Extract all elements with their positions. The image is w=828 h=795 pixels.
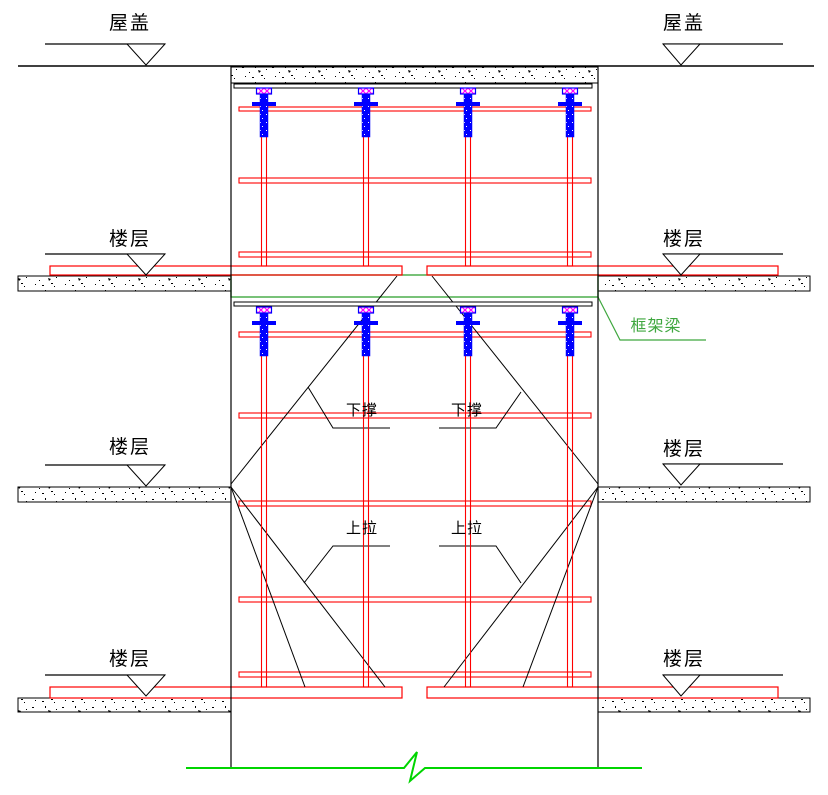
floor-slab-right-3 <box>597 486 811 503</box>
up-tie-label-left: 上拉 <box>345 520 378 537</box>
up-tie-line-left-1 <box>230 486 306 688</box>
roof-formwork-board <box>233 83 593 89</box>
frame-beam-leader <box>597 296 706 341</box>
frame-beam-label: 框架梁 <box>630 318 682 335</box>
floor-label-left-3: 楼层 <box>108 437 151 458</box>
floor-slab-left-2 <box>17 275 232 292</box>
floor-label-left-2: 楼层 <box>108 229 151 250</box>
diagonal-braces <box>230 275 599 688</box>
floor-slab-right-4 <box>597 697 811 713</box>
formwork-lower-right <box>426 686 779 699</box>
roof-label-right: 屋盖 <box>662 13 705 34</box>
floor-slab-left-3 <box>17 486 232 503</box>
up-tie-leader-left <box>303 545 390 584</box>
up-tie-line-right-1 <box>522 486 599 688</box>
concrete-slabs <box>17 66 811 713</box>
down-brace-leader-right <box>439 391 522 429</box>
down-brace-leader-left <box>307 386 390 429</box>
floor-label-right-4: 楼层 <box>662 649 705 670</box>
floor-label-right-3: 楼层 <box>662 439 705 460</box>
formwork-upper-left <box>49 265 403 276</box>
formwork-upper-right <box>426 265 779 276</box>
red-formwork-outlines <box>49 265 779 699</box>
roof-label-left: 屋盖 <box>108 13 151 34</box>
frame-beam-outline <box>230 274 599 298</box>
down-brace-line-right <box>431 275 599 485</box>
scaffold-posts <box>260 134 574 688</box>
formwork-lower-left <box>49 686 403 699</box>
label-leaders <box>303 386 522 584</box>
scaffold-ledgers <box>238 106 592 678</box>
roof-slab <box>230 66 599 84</box>
floor-label-right-2: 楼层 <box>662 229 705 250</box>
up-tie-label-right: 上拉 <box>450 520 483 537</box>
up-tie-leader-right <box>439 545 522 584</box>
level-markers <box>44 43 784 697</box>
break-line <box>186 751 642 784</box>
up-tie-line-left-2 <box>230 486 386 688</box>
down-brace-label-left: 下撑 <box>345 402 378 419</box>
floor-slab-right-2 <box>597 275 811 292</box>
beam-formwork-board <box>233 301 593 307</box>
floor-label-left-4: 楼层 <box>108 649 151 670</box>
floor-slab-left-4 <box>17 697 232 713</box>
adjustable-jacks <box>251 87 583 357</box>
down-brace-label-right: 下撑 <box>450 402 483 419</box>
